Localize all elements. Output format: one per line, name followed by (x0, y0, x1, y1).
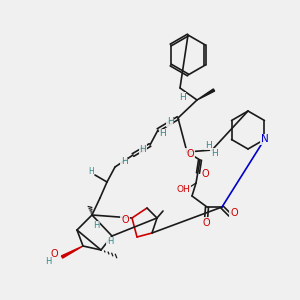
Text: H: H (88, 167, 94, 176)
Text: O: O (202, 169, 210, 179)
Text: H: H (211, 148, 218, 158)
Text: H: H (107, 238, 113, 247)
Polygon shape (197, 89, 214, 100)
Text: O: O (230, 208, 238, 218)
Text: OH: OH (176, 185, 190, 194)
Text: H: H (160, 130, 167, 139)
Text: H: H (45, 256, 51, 266)
Text: H: H (140, 145, 146, 154)
Text: H: H (93, 221, 99, 230)
Text: O: O (121, 215, 129, 225)
Text: H: H (205, 140, 212, 149)
Text: O: O (50, 249, 58, 259)
Text: H: H (167, 118, 173, 127)
Polygon shape (61, 246, 83, 258)
Text: H: H (121, 157, 128, 166)
Text: O: O (202, 218, 210, 228)
Text: N: N (261, 134, 268, 145)
Text: H: H (178, 92, 185, 101)
Text: O: O (186, 149, 194, 159)
